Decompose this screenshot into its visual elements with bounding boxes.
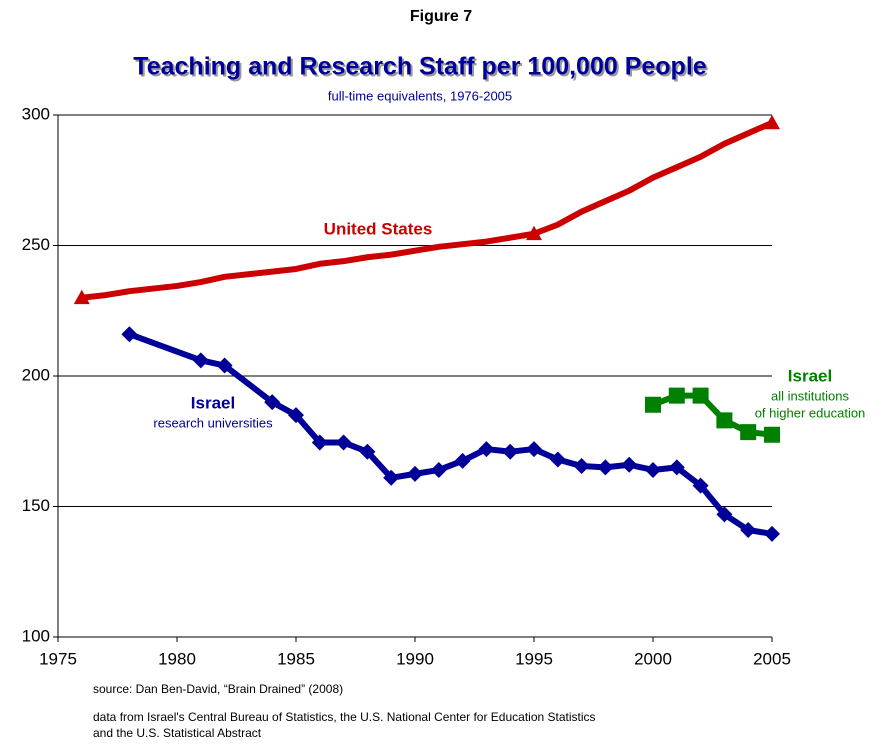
- y-tick-label: 100: [22, 626, 50, 645]
- series-label: Israel: [788, 366, 832, 385]
- figure-label: Figure 7: [410, 8, 472, 25]
- marker: [740, 521, 757, 538]
- marker: [335, 434, 352, 451]
- marker: [526, 225, 542, 241]
- marker: [764, 525, 780, 542]
- source: source: Dan Ben-David, “Brain Drained” (…: [93, 682, 343, 696]
- marker: [549, 451, 566, 468]
- marker: [311, 434, 328, 451]
- marker: [716, 412, 733, 429]
- marker: [73, 289, 90, 305]
- x-tick-label: 1990: [396, 649, 434, 668]
- series-sublabel: research universities: [153, 415, 273, 430]
- marker: [430, 461, 447, 478]
- series-sublabel: all institutions: [771, 388, 850, 403]
- x-tick-label: 1980: [158, 649, 196, 668]
- marker: [668, 459, 685, 476]
- marker: [264, 394, 281, 411]
- y-tick-label: 200: [22, 365, 50, 384]
- note: and the U.S. Statistical Abstract: [93, 726, 262, 740]
- marker: [288, 407, 304, 424]
- marker: [454, 452, 471, 469]
- marker: [668, 387, 685, 404]
- marker: [692, 477, 709, 494]
- y-tick-label: 150: [22, 496, 50, 515]
- marker: [716, 506, 733, 523]
- marker: [478, 441, 495, 458]
- marker: [621, 456, 638, 473]
- marker: [764, 114, 780, 130]
- marker: [692, 387, 709, 404]
- marker: [502, 443, 519, 460]
- chart-title: Teaching and Research Staff per 100,000 …: [133, 53, 706, 81]
- x-tick-label: 1985: [277, 649, 315, 668]
- marker: [121, 326, 138, 343]
- marker: [192, 352, 209, 369]
- y-tick-label: 300: [22, 104, 50, 123]
- marker: [645, 461, 661, 478]
- x-tick-label: 1975: [39, 649, 77, 668]
- marker: [216, 357, 233, 374]
- x-tick-label: 2005: [753, 649, 791, 668]
- marker: [764, 426, 780, 443]
- x-tick-label: 2000: [634, 649, 672, 668]
- marker: [526, 441, 542, 458]
- note: data from Israel's Central Bureau of Sta…: [93, 710, 596, 724]
- marker: [383, 469, 400, 486]
- subtitle: full-time equivalents, 1976-2005: [328, 88, 512, 103]
- series-sublabel: of higher education: [755, 405, 866, 420]
- series-label: United States: [324, 219, 433, 238]
- marker: [645, 396, 661, 413]
- marker: [597, 459, 614, 476]
- marker: [573, 458, 590, 475]
- title-shadow: Teaching and Research Staff per 100,000 …: [135, 55, 708, 83]
- series-label: Israel: [191, 393, 235, 412]
- marker: [740, 424, 757, 441]
- marker: [407, 465, 423, 482]
- x-tick-label: 1995: [515, 649, 553, 668]
- series-line: [81, 120, 774, 301]
- marker: [359, 443, 376, 460]
- y-tick-label: 250: [22, 235, 50, 254]
